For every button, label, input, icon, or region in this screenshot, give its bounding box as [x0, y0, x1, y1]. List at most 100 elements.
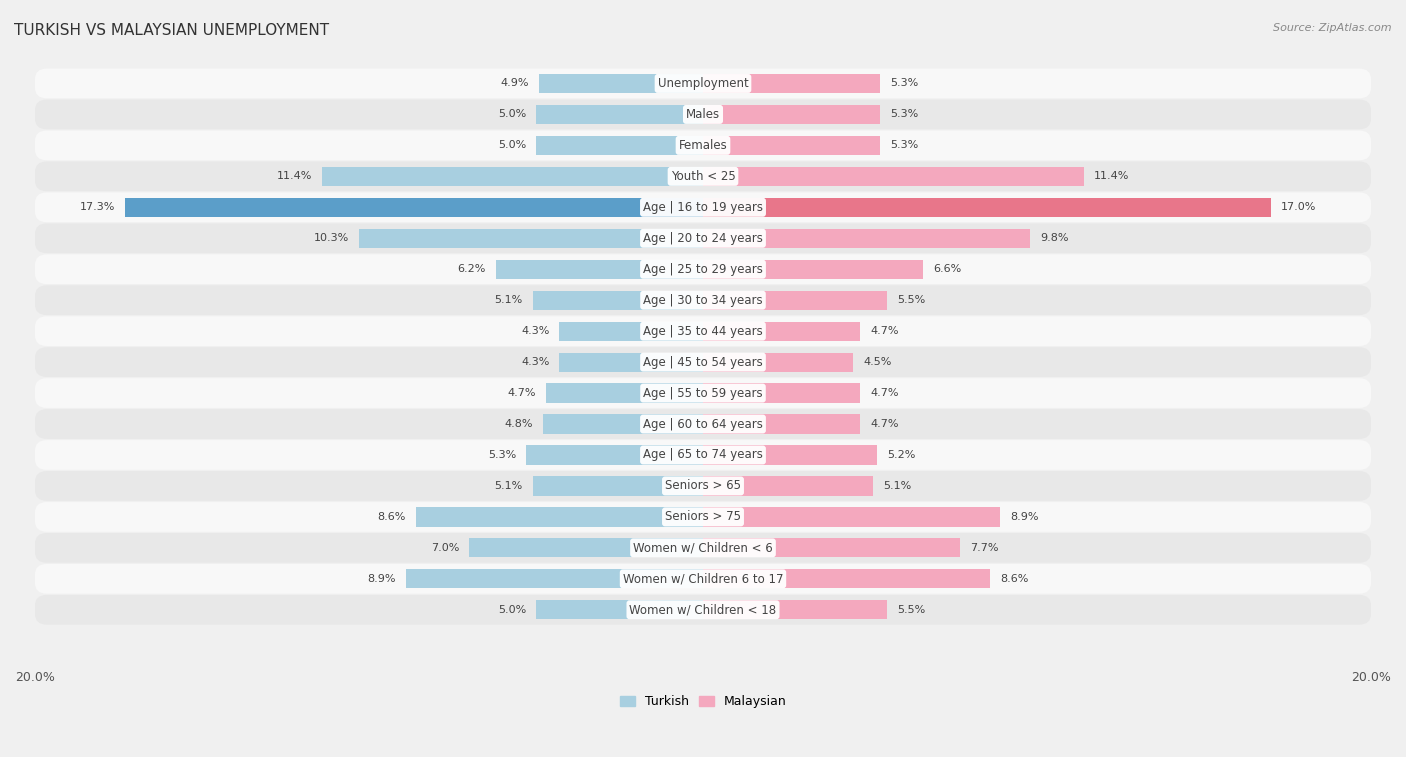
Bar	[703, 167, 1084, 186]
Bar	[540, 74, 703, 93]
FancyBboxPatch shape	[35, 254, 1371, 284]
Legend: Turkish, Malaysian: Turkish, Malaysian	[614, 690, 792, 713]
Text: 7.0%: 7.0%	[430, 543, 460, 553]
Bar	[703, 74, 880, 93]
Bar	[560, 322, 703, 341]
Text: 4.8%: 4.8%	[505, 419, 533, 429]
Text: Age | 65 to 74 years: Age | 65 to 74 years	[643, 448, 763, 462]
Text: 5.5%: 5.5%	[897, 605, 925, 615]
Text: Age | 25 to 29 years: Age | 25 to 29 years	[643, 263, 763, 276]
FancyBboxPatch shape	[35, 192, 1371, 222]
Bar	[703, 507, 1000, 527]
Text: Males: Males	[686, 108, 720, 121]
Text: 11.4%: 11.4%	[277, 171, 312, 182]
Text: Women w/ Children < 18: Women w/ Children < 18	[630, 603, 776, 616]
Text: 5.2%: 5.2%	[887, 450, 915, 460]
FancyBboxPatch shape	[35, 285, 1371, 315]
FancyBboxPatch shape	[35, 410, 1371, 439]
Text: 17.3%: 17.3%	[80, 202, 115, 212]
Text: Youth < 25: Youth < 25	[671, 170, 735, 183]
Bar	[703, 229, 1031, 248]
Text: 8.6%: 8.6%	[377, 512, 406, 522]
Text: Age | 30 to 34 years: Age | 30 to 34 years	[643, 294, 763, 307]
Text: 5.3%: 5.3%	[488, 450, 516, 460]
Bar	[703, 384, 860, 403]
Text: 5.0%: 5.0%	[498, 140, 526, 151]
Text: Unemployment: Unemployment	[658, 77, 748, 90]
Text: Seniors > 65: Seniors > 65	[665, 479, 741, 493]
FancyBboxPatch shape	[35, 347, 1371, 377]
FancyBboxPatch shape	[35, 440, 1371, 470]
Bar	[703, 538, 960, 557]
FancyBboxPatch shape	[35, 595, 1371, 625]
Text: Age | 20 to 24 years: Age | 20 to 24 years	[643, 232, 763, 245]
FancyBboxPatch shape	[35, 502, 1371, 531]
Text: 8.6%: 8.6%	[1000, 574, 1029, 584]
Bar	[703, 291, 887, 310]
Bar	[406, 569, 703, 588]
Bar	[322, 167, 703, 186]
Text: TURKISH VS MALAYSIAN UNEMPLOYMENT: TURKISH VS MALAYSIAN UNEMPLOYMENT	[14, 23, 329, 38]
Bar	[703, 322, 860, 341]
Bar	[526, 445, 703, 465]
FancyBboxPatch shape	[35, 316, 1371, 346]
Text: Age | 35 to 44 years: Age | 35 to 44 years	[643, 325, 763, 338]
Text: 4.5%: 4.5%	[863, 357, 891, 367]
Text: 4.3%: 4.3%	[522, 357, 550, 367]
Bar	[536, 136, 703, 155]
Bar	[416, 507, 703, 527]
Text: Age | 45 to 54 years: Age | 45 to 54 years	[643, 356, 763, 369]
Text: 5.3%: 5.3%	[890, 140, 918, 151]
Text: Women w/ Children 6 to 17: Women w/ Children 6 to 17	[623, 572, 783, 585]
Bar	[536, 104, 703, 124]
Text: Seniors > 75: Seniors > 75	[665, 510, 741, 523]
Bar	[359, 229, 703, 248]
Text: 5.1%: 5.1%	[495, 481, 523, 491]
Bar	[536, 600, 703, 619]
Text: 6.2%: 6.2%	[457, 264, 486, 274]
Bar	[703, 569, 990, 588]
Text: Age | 55 to 59 years: Age | 55 to 59 years	[643, 387, 763, 400]
Text: 5.0%: 5.0%	[498, 605, 526, 615]
FancyBboxPatch shape	[35, 69, 1371, 98]
Bar	[125, 198, 703, 217]
Text: Age | 60 to 64 years: Age | 60 to 64 years	[643, 418, 763, 431]
Text: 8.9%: 8.9%	[367, 574, 395, 584]
FancyBboxPatch shape	[35, 130, 1371, 160]
Text: 5.5%: 5.5%	[897, 295, 925, 305]
Text: 4.7%: 4.7%	[870, 388, 898, 398]
Text: 5.0%: 5.0%	[498, 110, 526, 120]
FancyBboxPatch shape	[35, 223, 1371, 253]
FancyBboxPatch shape	[35, 471, 1371, 501]
Bar	[703, 414, 860, 434]
FancyBboxPatch shape	[35, 378, 1371, 408]
Bar	[703, 476, 873, 496]
Bar	[703, 198, 1271, 217]
Bar	[533, 476, 703, 496]
Bar	[533, 291, 703, 310]
Text: 4.7%: 4.7%	[870, 419, 898, 429]
Bar	[546, 384, 703, 403]
Bar	[703, 136, 880, 155]
Bar	[703, 353, 853, 372]
Bar	[703, 445, 877, 465]
Text: Age | 16 to 19 years: Age | 16 to 19 years	[643, 201, 763, 213]
Text: 8.9%: 8.9%	[1011, 512, 1039, 522]
Text: 10.3%: 10.3%	[314, 233, 349, 243]
Bar	[543, 414, 703, 434]
Text: 11.4%: 11.4%	[1094, 171, 1129, 182]
Text: Females: Females	[679, 139, 727, 152]
FancyBboxPatch shape	[35, 564, 1371, 593]
FancyBboxPatch shape	[35, 100, 1371, 129]
FancyBboxPatch shape	[35, 161, 1371, 192]
Text: 5.1%: 5.1%	[495, 295, 523, 305]
FancyBboxPatch shape	[35, 533, 1371, 562]
Text: 4.7%: 4.7%	[870, 326, 898, 336]
Text: 4.9%: 4.9%	[501, 79, 529, 89]
Text: Source: ZipAtlas.com: Source: ZipAtlas.com	[1274, 23, 1392, 33]
Bar	[496, 260, 703, 279]
Text: 5.3%: 5.3%	[890, 110, 918, 120]
Bar	[703, 260, 924, 279]
Bar	[470, 538, 703, 557]
Bar	[703, 104, 880, 124]
